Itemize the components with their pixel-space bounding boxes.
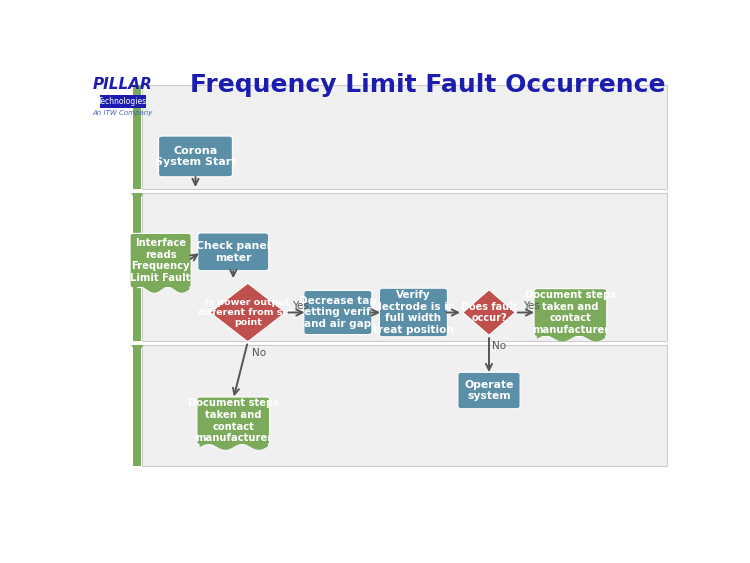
FancyBboxPatch shape [198, 233, 268, 271]
FancyBboxPatch shape [134, 345, 142, 466]
Text: Operate
system: Operate system [464, 379, 514, 401]
Text: Frequency Limit Fault Occurrence: Frequency Limit Fault Occurrence [190, 73, 666, 97]
FancyBboxPatch shape [534, 289, 607, 336]
FancyBboxPatch shape [142, 345, 668, 466]
Polygon shape [463, 290, 515, 335]
FancyBboxPatch shape [134, 85, 142, 189]
Text: Corona
System Start: Corona System Start [154, 146, 236, 167]
Polygon shape [131, 193, 143, 203]
FancyBboxPatch shape [142, 85, 668, 189]
FancyBboxPatch shape [134, 193, 142, 341]
Text: Decrease tap
setting verify
and air gap: Decrease tap setting verify and air gap [298, 296, 377, 329]
Text: Document steps
taken and
contact
manufacturer: Document steps taken and contact manufac… [188, 399, 279, 443]
FancyBboxPatch shape [304, 291, 372, 334]
Text: Yes: Yes [292, 301, 308, 311]
Text: No: No [252, 347, 266, 358]
Text: PILLAR: PILLAR [93, 77, 153, 92]
FancyBboxPatch shape [130, 234, 191, 288]
Polygon shape [210, 283, 286, 342]
Text: No: No [493, 341, 506, 351]
FancyBboxPatch shape [142, 193, 668, 341]
Text: Yes: Yes [523, 301, 540, 311]
FancyBboxPatch shape [380, 288, 448, 337]
Polygon shape [131, 345, 143, 355]
Text: Verify
electrode is in
full width
treat position: Verify electrode is in full width treat … [371, 290, 455, 335]
Text: Interface
reads
Frequency
Limit Fault: Interface reads Frequency Limit Fault [130, 238, 190, 283]
Text: Does fault
occur?: Does fault occur? [460, 302, 518, 323]
FancyBboxPatch shape [100, 95, 146, 108]
FancyBboxPatch shape [158, 136, 232, 177]
Text: An ITW Company: An ITW Company [93, 110, 153, 116]
Text: Technologies: Technologies [98, 97, 147, 106]
Text: Is power output
different from set-
point: Is power output different from set- poin… [198, 298, 298, 328]
FancyBboxPatch shape [458, 372, 520, 409]
FancyBboxPatch shape [197, 397, 269, 445]
Text: Check panel
meter: Check panel meter [196, 241, 271, 262]
Text: Document steps
taken and
contact
manufacturer: Document steps taken and contact manufac… [525, 290, 616, 335]
